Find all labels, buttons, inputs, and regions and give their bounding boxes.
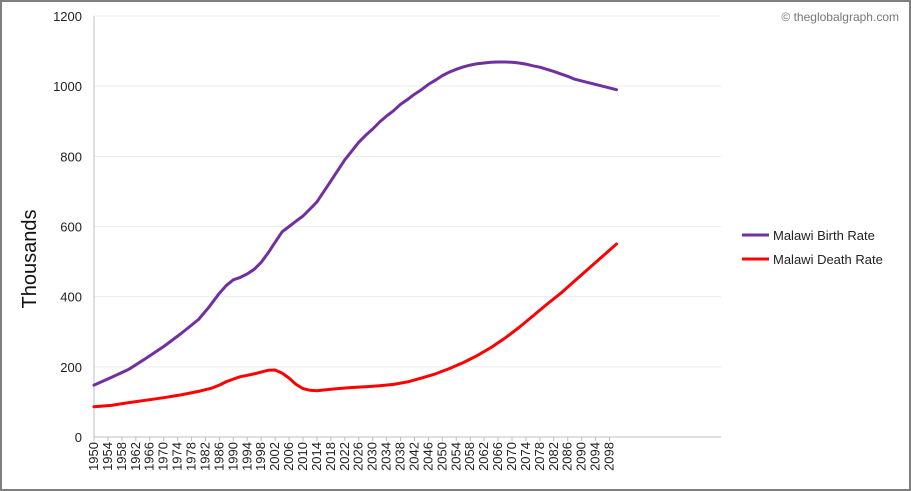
- x-tick-label: 2022: [337, 442, 352, 471]
- x-tick-label: 2078: [532, 442, 547, 471]
- x-tick-label: 2006: [281, 442, 296, 471]
- x-tick-label: 2042: [406, 442, 421, 471]
- x-tick-label: 2050: [434, 442, 449, 471]
- x-tick-label: 2090: [574, 442, 589, 471]
- x-tick-label: 2030: [365, 442, 380, 471]
- x-tick-label: 2070: [504, 442, 519, 471]
- series-line-death-rate: [92, 242, 618, 409]
- x-tick-label: 2082: [546, 442, 561, 471]
- x-tick-label: 2054: [448, 442, 463, 471]
- x-tick-label: 1986: [211, 442, 226, 471]
- y-tick-label: 800: [60, 149, 82, 164]
- x-tick-label: 1970: [156, 442, 171, 471]
- x-tick-label: 2010: [295, 442, 310, 471]
- x-tick-labels: 1950195419581962196619701974197819821986…: [86, 442, 617, 471]
- x-tick-label: 1982: [197, 442, 212, 471]
- x-tick-label: 1998: [253, 442, 268, 471]
- axes: [93, 16, 721, 441]
- x-tick-label: 2018: [323, 442, 338, 471]
- x-tick-label: 2062: [476, 442, 491, 471]
- x-tick-label: 1950: [86, 442, 101, 471]
- credit-text: © theglobalgraph.com: [781, 10, 899, 24]
- x-tick-label: 1962: [128, 442, 143, 471]
- x-tick-label: 2038: [393, 442, 408, 471]
- y-tick-label: 1200: [53, 9, 82, 24]
- x-tick-label: 2034: [379, 442, 394, 471]
- x-tick-label: 2002: [267, 442, 282, 471]
- x-tick-label: 2098: [602, 442, 617, 471]
- series-line-birth-rate: [92, 60, 618, 387]
- y-tick-labels: 0 200 400 600 800 1000 1200: [53, 9, 82, 445]
- y-tick-label: 200: [60, 360, 82, 375]
- x-tick-label: 2014: [309, 442, 324, 471]
- series-lines: [92, 60, 618, 409]
- grid: [94, 15, 721, 368]
- x-tick-label: 2058: [462, 442, 477, 471]
- x-tick-label: 2046: [420, 442, 435, 471]
- x-tick-label: 1974: [170, 442, 185, 471]
- x-tick-label: 2086: [560, 442, 575, 471]
- y-tick-label: 0: [75, 430, 82, 445]
- x-tick-label: 1966: [142, 442, 157, 471]
- x-tick-label: 2066: [490, 442, 505, 471]
- y-axis-label: Thousands: [19, 210, 41, 309]
- legend: Malawi Birth Rate Malawi Death Rate: [742, 228, 883, 267]
- x-tick-label: 1978: [184, 442, 199, 471]
- y-tick-label: 400: [60, 290, 82, 305]
- y-tick-label: 1000: [53, 79, 82, 94]
- x-tick-label: 1958: [114, 442, 129, 471]
- x-tick-label: 1990: [225, 442, 240, 471]
- x-tick-label: 1994: [239, 442, 254, 471]
- y-tick-label: 600: [60, 220, 82, 235]
- x-tick-label: 2094: [588, 442, 603, 471]
- x-tick-label: 2026: [351, 442, 366, 471]
- legend-label: Malawi Birth Rate: [773, 228, 875, 243]
- x-tick-label: 2074: [518, 442, 533, 471]
- x-tick-label: 1954: [100, 442, 115, 471]
- legend-label: Malawi Death Rate: [773, 252, 883, 267]
